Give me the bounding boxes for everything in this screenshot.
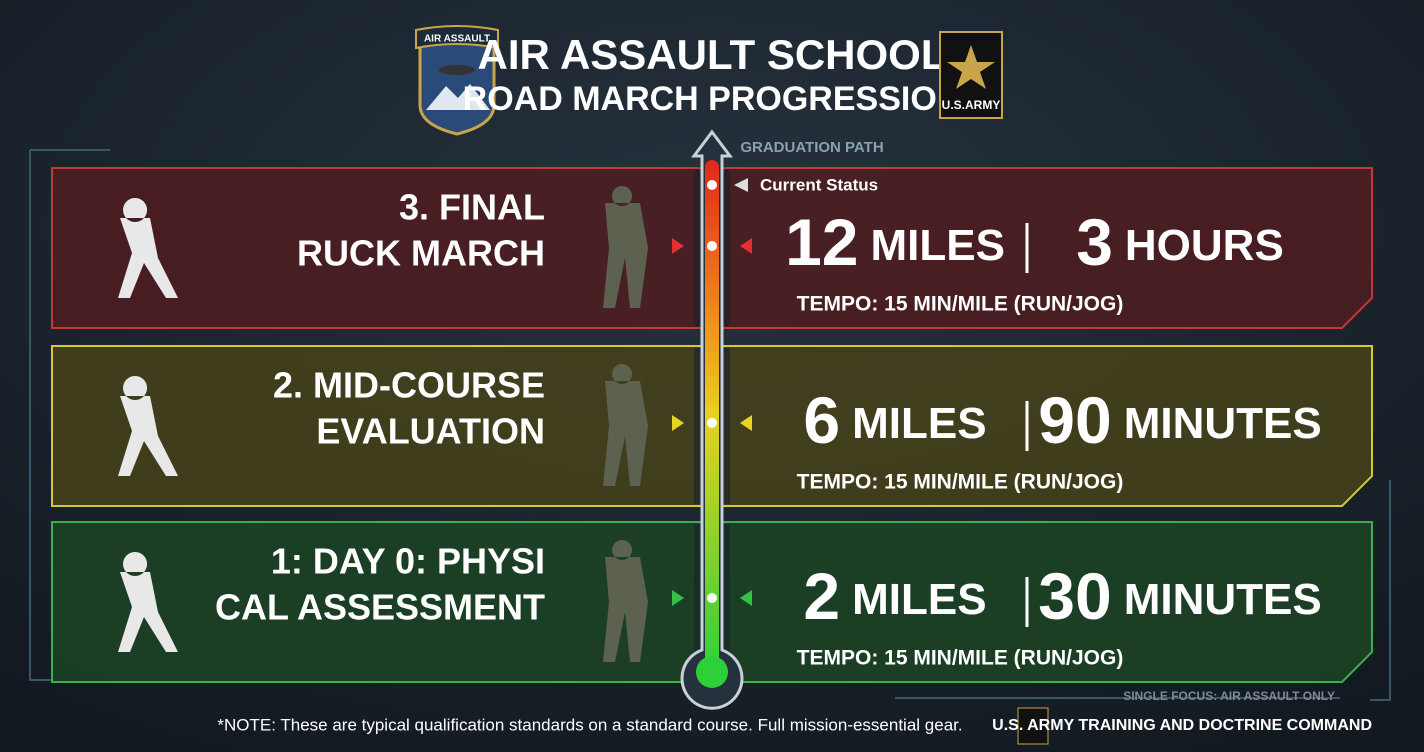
path-dot [707,241,717,251]
time: 90 MINUTES [1038,383,1321,457]
distance: 2 MILES [803,559,986,633]
distance-value: 12 [785,205,858,279]
title: AIR ASSAULT SCHOOL [478,31,947,78]
stage-icon [118,198,178,298]
distance: 6 MILES [803,383,986,457]
tempo: TEMPO: 15 MIN/MILE (RUN/JOG) [797,293,1124,316]
stage-label: EVALUATION [316,411,545,452]
marker [740,238,752,254]
time-unit: HOURS [1125,221,1284,270]
time: 3 HOURS [1076,205,1284,279]
time: 30 MINUTES [1038,559,1321,633]
soldier [603,540,648,662]
time-unit: MINUTES [1124,575,1322,624]
stage-label: 1: DAY 0: PHYSI [271,541,545,582]
path-dot [707,418,717,428]
badge-text: AIR ASSAULT [424,34,490,45]
stage-label: 3. FINAL [399,187,545,228]
time-value: 3 [1076,205,1113,279]
soldier [603,186,648,308]
stage-label: 2. MID-COURSE [273,365,545,406]
marker [740,415,752,431]
stage-icon [118,376,178,476]
time-unit: MINUTES [1124,399,1322,448]
stage-label: CAL ASSESSMENT [215,587,545,628]
footer-note: *NOTE: These are typical qualification s… [217,715,962,734]
path-dot [707,593,717,603]
time-value: 90 [1038,383,1111,457]
marker [672,238,684,254]
marker [672,415,684,431]
marker [672,590,684,606]
logo-text: U.S.ARMY [942,98,1001,112]
distance: 12 MILES [785,205,1005,279]
distance-value: 6 [803,383,840,457]
distance-unit: MILES [852,399,986,448]
stage-icon [118,552,178,652]
stage-label: RUCK MARCH [297,233,545,274]
path-label: GRADUATION PATH [740,139,883,156]
army-logo [939,31,1003,119]
tempo: TEMPO: 15 MIN/MILE (RUN/JOG) [797,471,1124,494]
marker [740,590,752,606]
badge [415,25,499,136]
footer-logo [1017,707,1049,745]
footer-focus: SINGLE FOCUS: AIR ASSAULT ONLY [1123,689,1335,703]
time-value: 30 [1038,559,1111,633]
soldier [603,364,648,486]
distance-value: 2 [803,559,840,633]
frame [29,149,110,681]
tempo: TEMPO: 15 MIN/MILE (RUN/JOG) [797,647,1124,670]
subtitle: ROAD MARCH PROGRESSION [463,80,962,118]
footer-command: U.S. ARMY TRAINING AND DOCTRINE COMMAND [992,717,1372,734]
current-status: Current Status [760,175,878,194]
distance-unit: MILES [870,221,1004,270]
frame [895,480,1391,701]
distance-unit: MILES [852,575,986,624]
